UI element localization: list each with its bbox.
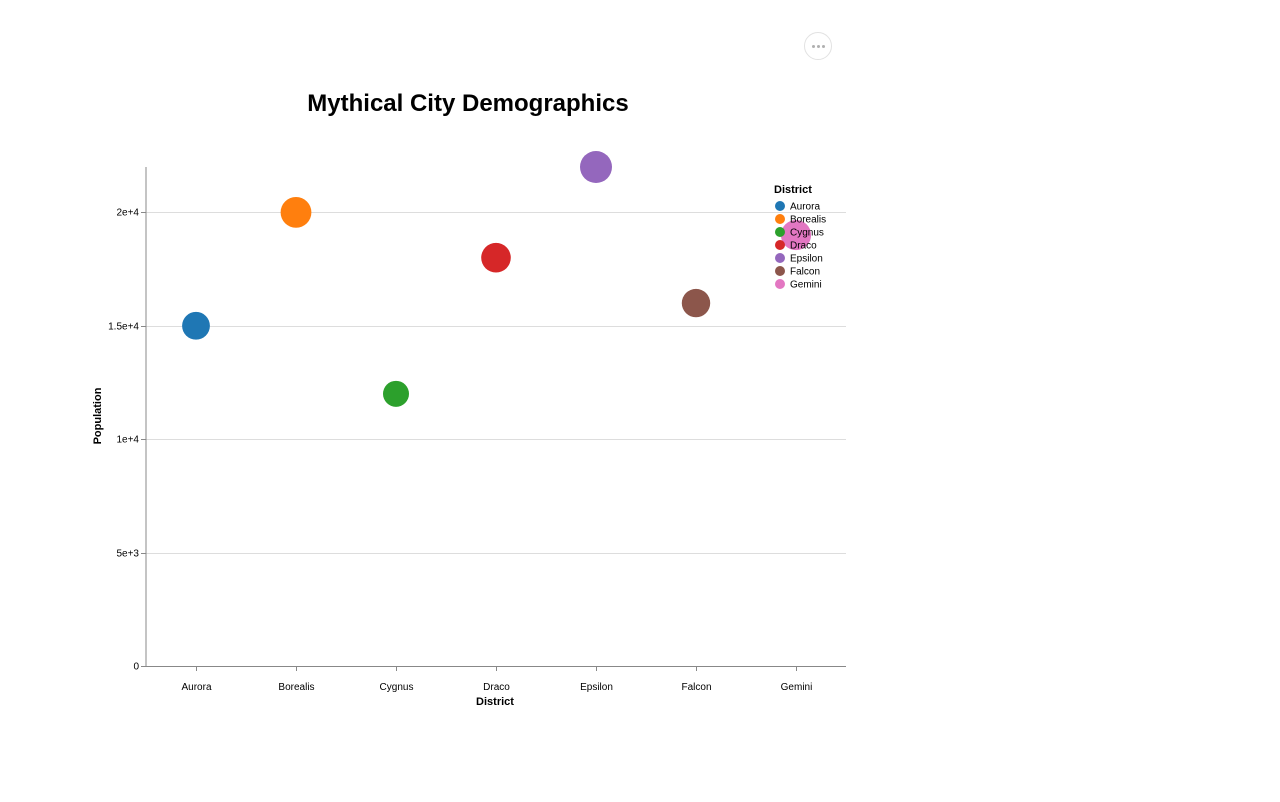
x-tick-label: Cygnus — [380, 682, 414, 693]
legend-entry-gemini: Gemini — [790, 280, 822, 291]
y-axis-ticks: 0 5e+3 1e+4 1.5e+4 2e+4 — [108, 208, 146, 673]
y-tick-label: 2e+4 — [116, 208, 139, 219]
data-point-epsilon[interactable] — [580, 151, 612, 183]
legend-swatch — [775, 253, 785, 263]
data-point-gemini[interactable] — [780, 219, 812, 251]
data-point-cygnus[interactable] — [383, 380, 409, 407]
x-axis-title: District — [476, 696, 514, 708]
grid-lines — [146, 212, 846, 554]
data-points — [182, 151, 812, 407]
more-horizontal-icon — [816, 44, 820, 48]
chart-title: Mythical City Demographics — [307, 90, 628, 117]
data-point-falcon[interactable] — [681, 288, 711, 318]
legend-entry-draco: Draco — [790, 241, 817, 252]
data-point-borealis[interactable] — [280, 196, 312, 228]
y-tick-label: 1.5e+4 — [108, 322, 139, 333]
legend-swatch — [775, 266, 785, 276]
x-tick-label: Falcon — [681, 682, 711, 693]
legend-entry-epsilon: Epsilon — [790, 254, 823, 265]
x-tick-label: Epsilon — [580, 682, 613, 693]
more-horizontal-icon — [821, 44, 825, 48]
legend-swatch — [775, 227, 785, 237]
legend-swatch — [775, 279, 785, 289]
y-tick-label: 1e+4 — [116, 435, 139, 446]
legend-entry-cygnus: Cygnus — [790, 228, 824, 239]
legend-entry-falcon: Falcon — [790, 267, 820, 278]
data-point-aurora[interactable] — [182, 311, 210, 340]
legend-title: District — [774, 184, 812, 196]
x-tick-label: Aurora — [181, 682, 211, 693]
y-axis-title: Population — [92, 387, 104, 444]
legend-entry-borealis: Borealis — [790, 215, 826, 226]
x-axis-ticks: Aurora Borealis Cygnus Draco Epsilon Falcon Ge… — [181, 666, 812, 693]
legend-swatch — [775, 214, 785, 224]
x-tick-label: Gemini — [781, 682, 813, 693]
data-point-draco[interactable] — [481, 242, 511, 273]
y-tick-label: 5e+3 — [116, 549, 139, 560]
x-tick-label: Draco — [483, 682, 510, 693]
more-horizontal-icon — [811, 44, 815, 48]
chart-menu-button[interactable] — [804, 32, 832, 60]
y-tick-label: 0 — [133, 662, 139, 673]
legend-swatch — [775, 201, 785, 211]
legend-swatch — [775, 240, 785, 250]
legend-entry-aurora: Aurora — [790, 202, 820, 213]
legend: District Aurora Borealis Cygnus Draco Epsilo… — [774, 184, 826, 291]
x-tick-label: Borealis — [278, 682, 314, 693]
